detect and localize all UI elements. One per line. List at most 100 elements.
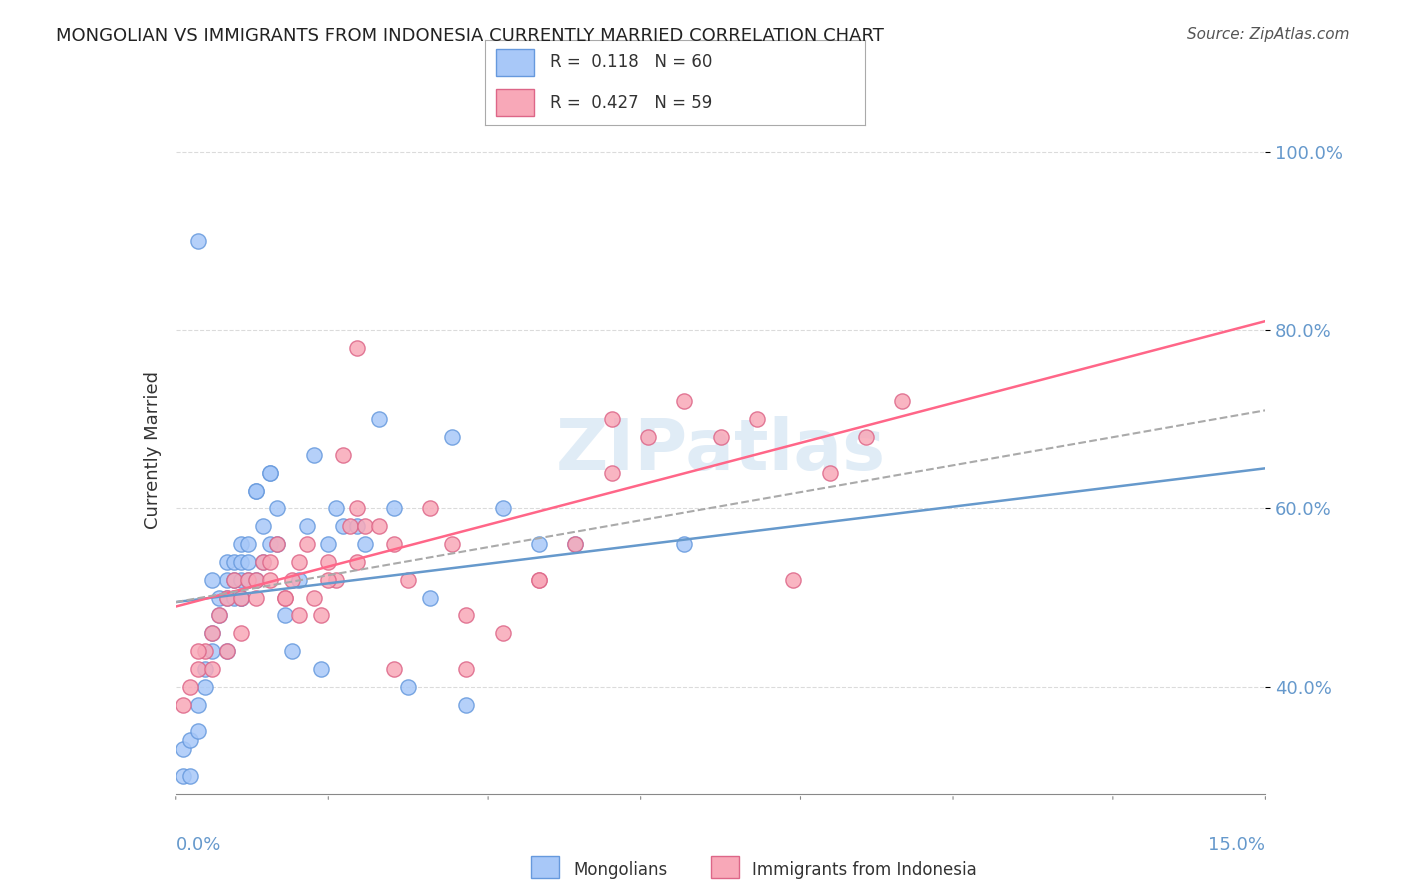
Point [231, 626, 253, 640]
Point [818, 466, 841, 480]
Point [172, 698, 194, 712]
Point [274, 591, 297, 605]
Point [215, 591, 238, 605]
Point [891, 394, 914, 409]
FancyBboxPatch shape [710, 855, 740, 879]
Point [309, 662, 332, 676]
Point [637, 430, 659, 444]
Point [419, 591, 441, 605]
Text: Mongolians: Mongolians [574, 861, 668, 879]
Point [346, 341, 368, 355]
Point [492, 626, 515, 640]
Point [201, 573, 224, 587]
Point [673, 537, 696, 551]
Point [325, 501, 347, 516]
Point [309, 608, 332, 623]
Point [259, 466, 281, 480]
Point [564, 537, 586, 551]
Point [339, 519, 361, 533]
Point [302, 591, 325, 605]
Point [172, 769, 194, 783]
Point [194, 662, 217, 676]
Point [215, 644, 238, 658]
Point [368, 519, 391, 533]
FancyBboxPatch shape [496, 89, 534, 116]
Point [215, 591, 238, 605]
Point [318, 555, 340, 569]
Point [215, 644, 238, 658]
Point [281, 573, 304, 587]
Point [252, 555, 274, 569]
Point [346, 555, 368, 569]
Point [201, 644, 224, 658]
FancyBboxPatch shape [496, 49, 534, 76]
Point [201, 662, 224, 676]
Point [346, 501, 368, 516]
Point [238, 537, 260, 551]
Point [201, 626, 224, 640]
Point [274, 608, 297, 623]
Point [231, 591, 253, 605]
Point [259, 466, 281, 480]
Point [527, 573, 550, 587]
Point [564, 537, 586, 551]
Point [492, 501, 515, 516]
Point [382, 537, 405, 551]
Point [419, 501, 441, 516]
Point [245, 573, 267, 587]
Point [252, 519, 274, 533]
Point [259, 573, 281, 587]
Point [186, 234, 209, 248]
Point [179, 680, 201, 694]
Point [245, 483, 267, 498]
Point [194, 680, 217, 694]
Point [353, 519, 375, 533]
FancyBboxPatch shape [531, 855, 560, 879]
Point [266, 537, 288, 551]
Point [266, 501, 288, 516]
Point [527, 573, 550, 587]
Point [208, 608, 231, 623]
Point [382, 662, 405, 676]
Point [295, 519, 318, 533]
Point [332, 519, 354, 533]
Point [368, 412, 391, 426]
Point [231, 573, 253, 587]
Point [201, 626, 224, 640]
Text: Source: ZipAtlas.com: Source: ZipAtlas.com [1187, 27, 1350, 42]
Point [259, 537, 281, 551]
Text: 15.0%: 15.0% [1208, 836, 1265, 854]
Point [288, 555, 311, 569]
Point [231, 555, 253, 569]
Point [238, 573, 260, 587]
Point [382, 501, 405, 516]
Point [186, 662, 209, 676]
Point [440, 430, 463, 444]
Point [527, 537, 550, 551]
Point [245, 483, 267, 498]
Point [456, 698, 478, 712]
Point [346, 519, 368, 533]
Point [266, 537, 288, 551]
Y-axis label: Currently Married: Currently Married [143, 371, 162, 530]
Point [325, 573, 347, 587]
Point [179, 733, 201, 747]
Point [295, 537, 318, 551]
Point [172, 742, 194, 756]
Point [353, 537, 375, 551]
Point [231, 591, 253, 605]
Point [215, 555, 238, 569]
Point [186, 644, 209, 658]
Point [222, 573, 245, 587]
Point [396, 573, 419, 587]
Text: Immigrants from Indonesia: Immigrants from Indonesia [752, 861, 977, 879]
Text: 0.0%: 0.0% [176, 836, 221, 854]
Point [215, 573, 238, 587]
Point [456, 608, 478, 623]
Point [396, 680, 419, 694]
Point [281, 644, 304, 658]
Point [318, 573, 340, 587]
Point [179, 769, 201, 783]
Point [208, 591, 231, 605]
Point [238, 555, 260, 569]
